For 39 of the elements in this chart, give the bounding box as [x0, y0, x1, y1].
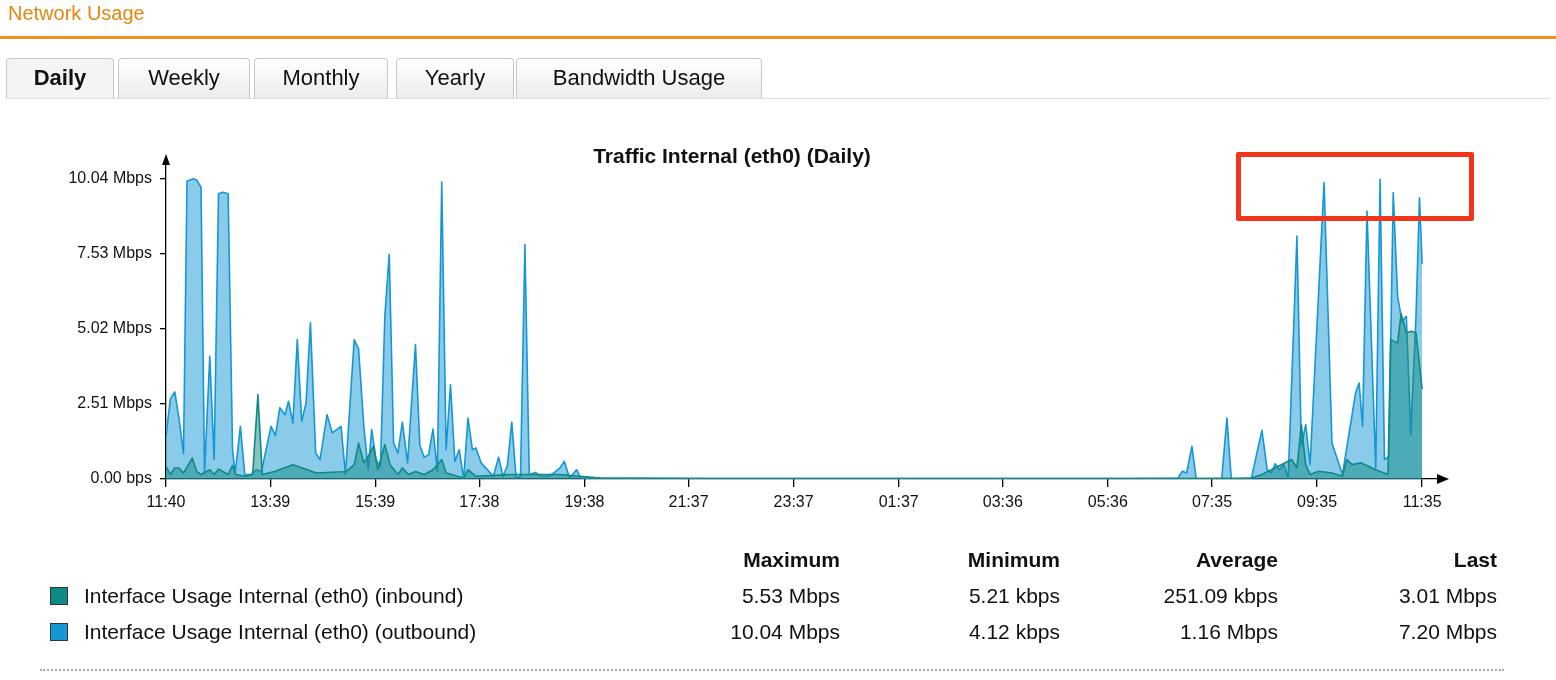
x-tick-label: 05:36: [1087, 493, 1128, 511]
y-tick-label: 2.51 Mbps: [77, 394, 152, 412]
text: Daily: [6, 58, 114, 98]
y-tick-label: 0.00 bps: [90, 469, 152, 487]
x-tick-label: 09:35: [1297, 493, 1338, 511]
text: 7.20 Mbps: [1398, 620, 1497, 644]
text: 10.04 Mbps: [730, 620, 840, 644]
y-tick-label: 10.04 Mbps: [68, 169, 152, 187]
x-tick-label: 07:35: [1192, 493, 1233, 511]
chart-title: Traffic Internal (eth0) (Daily): [592, 144, 872, 168]
x-tick-label: 23:37: [773, 493, 814, 511]
text: Minimum: [967, 548, 1060, 572]
x-tick-label: 11:35: [1402, 493, 1442, 511]
y-tick-label: 5.02 Mbps: [77, 319, 152, 337]
text: Weekly: [118, 58, 250, 98]
text: Bandwidth Usage: [516, 58, 762, 98]
text: 5.21 kbps: [968, 584, 1060, 608]
x-tick-label: 15:39: [355, 493, 396, 511]
text: Monthly: [254, 58, 388, 98]
x-tick-label: 21:37: [668, 493, 709, 511]
text: 3.01 Mbps: [1398, 584, 1497, 608]
text: 4.12 kbps: [968, 620, 1060, 644]
legend-label: Interface Usage Internal (eth0) (outbound): [84, 620, 477, 644]
x-tick-label: 11:40: [146, 493, 186, 511]
x-tick-label: 19:38: [564, 493, 605, 511]
text: 1.16 Mbps: [1179, 620, 1278, 644]
text: 251.09 kbps: [1163, 584, 1278, 608]
text: Yearly: [396, 58, 514, 98]
x-tick-label: 03:36: [982, 493, 1023, 511]
legend-label: Interface Usage Internal (eth0) (inbound): [84, 584, 464, 608]
x-tick-label: 17:38: [459, 493, 500, 511]
y-tick-label: 7.53 Mbps: [77, 244, 152, 262]
x-tick-label: 13:39: [250, 493, 291, 511]
text: Last: [1453, 548, 1497, 572]
text: 5.53 Mbps: [741, 584, 840, 608]
text: Average: [1195, 548, 1278, 572]
x-tick-label: 01:37: [878, 493, 919, 511]
text: Maximum: [743, 548, 840, 572]
text: Network Usage: [8, 2, 145, 25]
